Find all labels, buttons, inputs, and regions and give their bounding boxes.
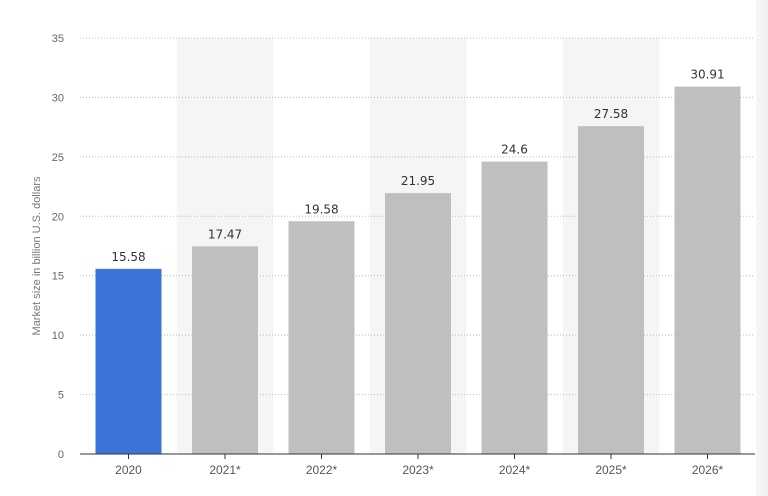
x-axis-ticks: 2020 2021* 2022* 2023* 2024* 2025* 2026* [115, 454, 724, 477]
y-tick-label: 15 [52, 271, 64, 283]
y-tick-label: 10 [52, 330, 64, 342]
data-label: 24.6 [501, 143, 528, 157]
data-label: 19.58 [304, 202, 338, 216]
bars [95, 86, 741, 454]
page-edge-shadow [756, 0, 768, 496]
bar[interactable] [481, 161, 548, 454]
y-tick-label: 25 [52, 152, 64, 164]
bar[interactable] [578, 126, 644, 454]
bar[interactable] [192, 246, 258, 454]
x-tick-label: 2024* [499, 463, 531, 477]
bar[interactable] [385, 193, 451, 454]
data-label: 21.95 [401, 174, 435, 188]
y-axis-title: Market size in billion U.S. dollars [31, 176, 43, 335]
x-tick-label: 2026* [692, 463, 724, 477]
y-tick-label: 35 [52, 33, 64, 45]
bar[interactable] [95, 268, 162, 454]
y-tick-label: 0 [58, 449, 64, 461]
data-labels: 15.58 17.47 19.58 21.95 24.6 27.58 30.91 [111, 68, 724, 264]
y-axis-ticks: 0 5 10 15 20 25 30 35 [52, 33, 64, 461]
data-label: 27.58 [594, 107, 628, 121]
y-tick-label: 30 [52, 92, 64, 104]
data-label: 30.91 [690, 68, 724, 82]
bar[interactable] [674, 86, 741, 454]
x-tick-label: 2021* [209, 463, 241, 477]
y-tick-label: 5 [58, 390, 64, 402]
x-tick-label: 2022* [306, 463, 338, 477]
data-label: 15.58 [111, 250, 145, 264]
x-tick-label: 2020 [115, 463, 142, 477]
x-tick-label: 2025* [595, 463, 627, 477]
bar[interactable] [288, 221, 355, 454]
data-label: 17.47 [208, 227, 242, 241]
x-tick-label: 2023* [402, 463, 434, 477]
y-tick-label: 20 [52, 211, 64, 223]
